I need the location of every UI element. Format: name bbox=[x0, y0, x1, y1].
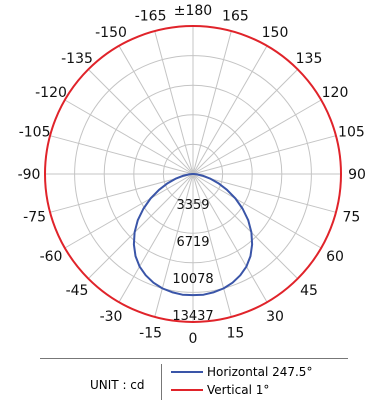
grid-spoke bbox=[49, 173, 194, 213]
angle-label: 135 bbox=[296, 51, 323, 67]
angle-label: -90 bbox=[18, 167, 41, 183]
series-layer bbox=[44, 25, 342, 323]
grid-spoke bbox=[192, 99, 322, 175]
legend-label-vertical: Vertical 1° bbox=[207, 383, 270, 397]
angle-label: -135 bbox=[61, 51, 93, 67]
radial-tick-label: 13437 bbox=[172, 309, 213, 324]
grid-spoke bbox=[154, 30, 194, 175]
grid-spoke bbox=[64, 173, 194, 249]
grid-spoke bbox=[192, 68, 299, 175]
legend-divider bbox=[161, 364, 162, 400]
angle-label: -15 bbox=[139, 325, 162, 341]
angle-label: -30 bbox=[100, 309, 123, 325]
grid-spoke bbox=[118, 173, 194, 303]
angle-label: 15 bbox=[226, 325, 244, 341]
angle-label: -120 bbox=[35, 85, 67, 101]
angle-label: -105 bbox=[19, 125, 51, 141]
polar-grid bbox=[44, 25, 342, 323]
grid-spoke bbox=[154, 173, 194, 318]
angle-label: 0 bbox=[189, 331, 198, 347]
legend: UNIT : cd Horizontal 247.5° Vertical 1° bbox=[0, 348, 381, 401]
grid-spoke bbox=[192, 45, 268, 175]
grid-spoke bbox=[192, 173, 337, 213]
grid-spoke bbox=[192, 30, 232, 175]
angle-label: -150 bbox=[95, 25, 127, 41]
legend-swatch-vertical bbox=[171, 389, 203, 391]
grid-spoke bbox=[192, 173, 232, 318]
legend-entry-horizontal: Horizontal 247.5° bbox=[171, 364, 312, 380]
angle-label: 90 bbox=[348, 167, 366, 183]
angle-label: -75 bbox=[23, 209, 46, 225]
radial-tick-label: 3359 bbox=[176, 198, 209, 213]
angle-label: 120 bbox=[322, 85, 349, 101]
grid-spoke bbox=[192, 173, 322, 249]
angle-label: 150 bbox=[262, 25, 289, 41]
angle-label: 105 bbox=[338, 125, 365, 141]
unit-label: UNIT : cd bbox=[90, 378, 145, 392]
grid-spoke bbox=[87, 173, 194, 280]
radial-tick-label: 10078 bbox=[172, 272, 213, 287]
grid-spoke bbox=[87, 68, 194, 175]
angle-label: 75 bbox=[342, 209, 360, 225]
radial-tick-label: 6719 bbox=[176, 235, 209, 250]
legend-label-horizontal: Horizontal 247.5° bbox=[207, 365, 313, 379]
angle-label: 165 bbox=[222, 9, 249, 25]
angle-label: -165 bbox=[135, 9, 167, 25]
legend-rule bbox=[40, 358, 348, 359]
series-horizontal-curve bbox=[132, 173, 254, 297]
legend-entry-vertical: Vertical 1° bbox=[171, 382, 269, 398]
legend-swatch-horizontal bbox=[171, 371, 203, 373]
angle-label: -45 bbox=[66, 283, 89, 299]
angle-label: 30 bbox=[266, 309, 284, 325]
angle-label: 45 bbox=[300, 283, 318, 299]
angle-label: ±180 bbox=[174, 3, 212, 19]
grid-spoke bbox=[64, 99, 194, 175]
grid-spoke bbox=[192, 135, 337, 175]
grid-spoke bbox=[192, 173, 268, 303]
radial-labels: 3359 6719 10078 13437 bbox=[172, 198, 213, 324]
angle-label: 60 bbox=[326, 249, 344, 265]
polar-chart: ±180 1651501351201059075604530150-15-30-4… bbox=[18, 3, 366, 347]
grid-spoke bbox=[49, 135, 194, 175]
grid-spoke bbox=[192, 173, 299, 280]
series-vertical-curve bbox=[44, 25, 342, 323]
grid-spoke bbox=[118, 45, 194, 175]
angle-label: -60 bbox=[40, 249, 63, 265]
angle-labels: ±180 1651501351201059075604530150-15-30-4… bbox=[18, 3, 366, 347]
